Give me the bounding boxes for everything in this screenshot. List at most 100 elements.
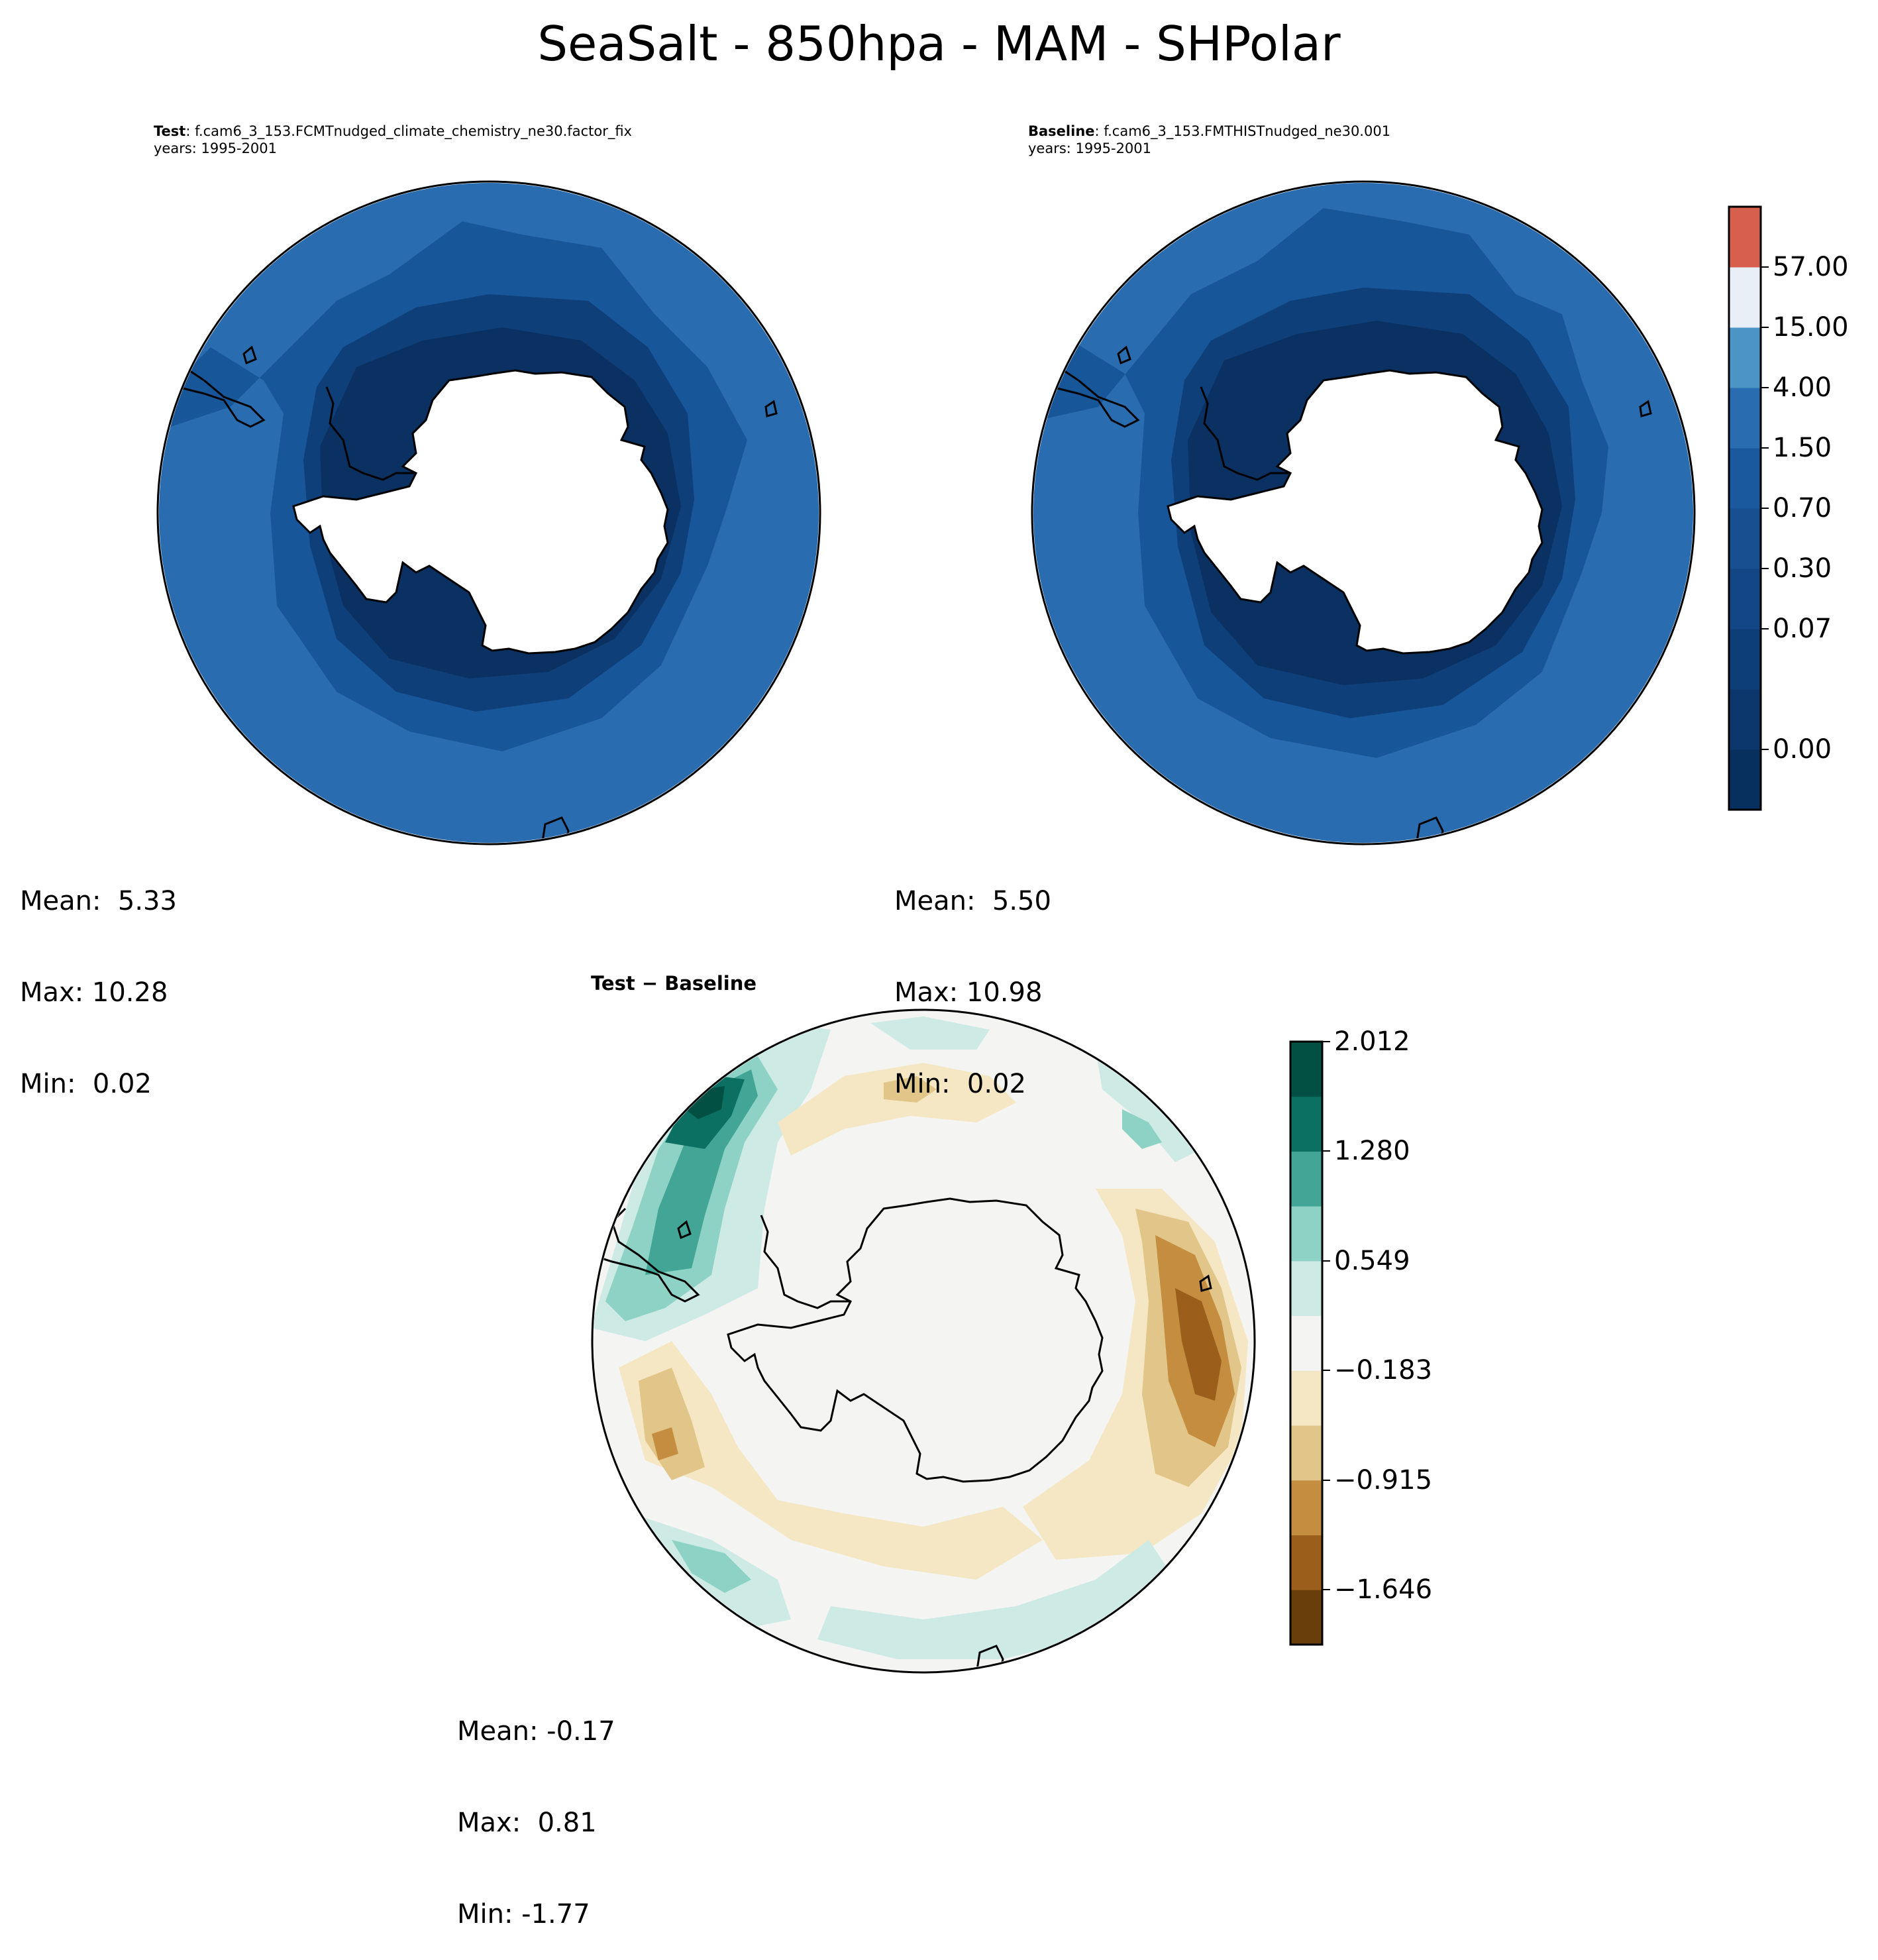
main-colorbar-band [1729, 327, 1761, 388]
main-colorbar-band [1729, 749, 1761, 810]
diff-teal-ne [1122, 1109, 1162, 1149]
diff-map [591, 1008, 1256, 1674]
diff-tan-light-n [778, 1063, 1016, 1156]
diff-tan-n [884, 1076, 937, 1103]
baseline-label-rest: : f.cam6_3_153.FMTHISTnudged_ne30.001 [1094, 123, 1391, 139]
main-colorbar-band [1729, 267, 1761, 328]
main-colorbar-band [1729, 689, 1761, 750]
test-max: Max: 10.28 [20, 977, 168, 1008]
baseline-min: Min: 0.02 [894, 1069, 1026, 1099]
baseline-case-label: Baseline: f.cam6_3_153.FMTHISTnudged_ne3… [1028, 123, 1390, 140]
test-years: years: 1995-2001 [154, 140, 278, 156]
baseline-mean: Mean: 5.50 [894, 886, 1051, 916]
baseline-max: Max: 10.98 [894, 977, 1043, 1008]
diff-brown-w [652, 1427, 678, 1460]
diff-colorbar-tick-mark [1322, 1589, 1330, 1591]
diff-teal-sw [672, 1540, 751, 1593]
main-colorbar-tick-mark [1761, 749, 1769, 750]
main-colorbar-band [1729, 629, 1761, 690]
diff-colorbar-tick-mark [1322, 1150, 1330, 1152]
main-colorbar-tick-label: 57.00 [1773, 252, 1849, 282]
main-colorbar-tick-label: 4.00 [1773, 372, 1832, 403]
baseline-label-bold: Baseline [1028, 123, 1095, 139]
diff-teal-darkest-nw [685, 1086, 725, 1119]
diff-colorbar-band [1290, 1535, 1322, 1590]
diff-colorbar-band [1290, 1260, 1322, 1317]
diff-colorbar-tick-mark [1322, 1041, 1330, 1042]
main-colorbar-tick-mark [1761, 568, 1769, 569]
main-colorbar-tick-label: 0.30 [1773, 553, 1832, 584]
diff-island-1 [677, 1220, 692, 1240]
main-colorbar-band [1729, 569, 1761, 629]
diff-colorbar-tick-mark [1322, 1260, 1330, 1262]
diff-min: Min: -1.77 [457, 1899, 590, 1930]
diff-south-america-coast [594, 1207, 700, 1303]
diff-stats: Mean: -0.17 Max: 0.81 Min: -1.77 [457, 1655, 615, 1960]
diff-brown-dark-e [1175, 1288, 1222, 1401]
diff-colorbar [1289, 1040, 1324, 1646]
diff-colorbar-tick-label: 2.012 [1334, 1026, 1410, 1057]
diff-colorbar-band [1290, 1590, 1322, 1645]
diff-colorbar-band [1290, 1151, 1322, 1207]
diff-colorbar-body [1290, 1042, 1322, 1645]
diff-tan-w [639, 1368, 705, 1480]
diff-teal-mid-nw [645, 1069, 758, 1275]
baseline-island-1 [1117, 345, 1131, 365]
main-colorbar-tick-label: 0.70 [1773, 493, 1832, 523]
diff-colorbar-band [1290, 1096, 1322, 1152]
main-colorbar-tick-mark [1761, 327, 1769, 328]
diff-colorbar-band [1290, 1480, 1322, 1536]
baseline-map-boundary [1031, 180, 1696, 845]
main-colorbar-band [1729, 508, 1761, 569]
diff-colorbar-band [1290, 1042, 1322, 1097]
diff-panel-title: Test − Baseline [591, 972, 757, 995]
main-colorbar-band [1729, 448, 1761, 509]
main-colorbar-body [1729, 207, 1761, 810]
diff-mean: Mean: -0.17 [457, 1716, 615, 1747]
diff-map-boundary [591, 1008, 1256, 1674]
diff-island-2 [1199, 1274, 1212, 1292]
diff-max: Max: 0.81 [457, 1808, 597, 1838]
main-colorbar-tick-label: 15.00 [1773, 312, 1849, 343]
main-colorbar-tick-label: 0.00 [1773, 734, 1832, 765]
test-map [156, 180, 821, 845]
diff-colorbar-frame [1289, 1040, 1324, 1646]
test-min: Min: 0.02 [20, 1069, 152, 1099]
diff-colorbar-band [1290, 1370, 1322, 1426]
diff-colorbar-tick-label: 1.280 [1334, 1136, 1410, 1167]
diff-tan-light-w [619, 1341, 1043, 1580]
diff-colorbar-band [1290, 1315, 1322, 1371]
main-colorbar [1728, 205, 1762, 811]
main-colorbar-tick-mark [1761, 387, 1769, 388]
diff-colorbar-tick-mark [1322, 1479, 1330, 1481]
diff-colorbar-tick-label: −0.915 [1334, 1464, 1433, 1496]
main-colorbar-tick-label: 0.07 [1773, 614, 1832, 644]
diff-colorbar-band [1290, 1206, 1322, 1262]
baseline-island-2 [1639, 400, 1652, 417]
diff-colorbar-tick-label: 0.549 [1334, 1245, 1410, 1276]
figure-title: SeaSalt - 850hpa - MAM - SHPolar [537, 16, 1341, 72]
main-colorbar-tick-mark [1761, 266, 1769, 268]
test-mean: Mean: 5.33 [20, 886, 177, 916]
diff-colorbar-tick-label: −1.646 [1334, 1574, 1433, 1606]
test-case-label: Test: f.cam6_3_153.FCMTnudged_climate_ch… [154, 123, 632, 140]
baseline-stats: Mean: 5.50 Max: 10.98 Min: 0.02 [894, 825, 1051, 1130]
test-island-2 [764, 400, 778, 417]
test-label-bold: Test [154, 123, 186, 139]
main-colorbar-tick-mark [1761, 447, 1769, 449]
diff-colorbar-band [1290, 1425, 1322, 1481]
main-colorbar-band [1729, 388, 1761, 449]
test-map-boundary [156, 180, 821, 845]
main-colorbar-tick-mark [1761, 628, 1769, 629]
main-colorbar-tick-mark [1761, 508, 1769, 509]
test-label-rest: : f.cam6_3_153.FCMTnudged_climate_chemis… [185, 123, 632, 139]
main-colorbar-tick-label: 1.50 [1773, 433, 1832, 463]
diff-teal-light-n [870, 1016, 990, 1050]
test-island-1 [242, 345, 257, 365]
diff-colorbar-tick-mark [1322, 1370, 1330, 1372]
baseline-map [1031, 180, 1696, 845]
main-colorbar-band [1729, 207, 1761, 268]
diff-colorbar-tick-label: −0.183 [1334, 1355, 1433, 1386]
baseline-years: years: 1995-2001 [1028, 140, 1152, 156]
test-stats: Mean: 5.33 Max: 10.28 Min: 0.02 [20, 825, 177, 1130]
